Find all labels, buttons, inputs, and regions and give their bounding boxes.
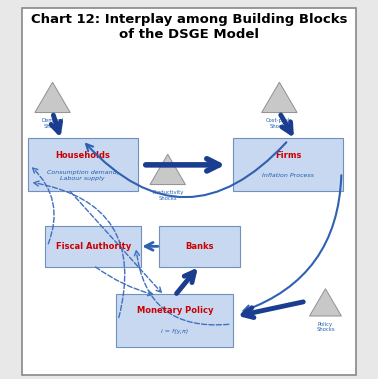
Text: Banks: Banks bbox=[185, 242, 214, 251]
FancyBboxPatch shape bbox=[22, 8, 356, 375]
FancyBboxPatch shape bbox=[159, 226, 240, 267]
Polygon shape bbox=[310, 289, 341, 316]
Text: Cost-push
Shocks: Cost-push Shocks bbox=[266, 118, 293, 129]
Text: Chart 12: Interplay among Building Blocks: Chart 12: Interplay among Building Block… bbox=[31, 13, 347, 26]
FancyBboxPatch shape bbox=[28, 138, 138, 191]
Text: Fiscal Authority: Fiscal Authority bbox=[56, 242, 131, 251]
Polygon shape bbox=[150, 154, 186, 185]
FancyBboxPatch shape bbox=[233, 138, 343, 191]
Text: of the DSGE Model: of the DSGE Model bbox=[119, 28, 259, 41]
Polygon shape bbox=[35, 82, 70, 113]
Polygon shape bbox=[262, 82, 297, 113]
Text: i = f(y,π): i = f(y,π) bbox=[161, 329, 189, 334]
FancyBboxPatch shape bbox=[116, 294, 233, 347]
Text: Inflation Process: Inflation Process bbox=[262, 173, 314, 178]
Text: Productivity
Shocks: Productivity Shocks bbox=[152, 190, 183, 201]
FancyBboxPatch shape bbox=[45, 226, 141, 267]
Text: Firms: Firms bbox=[275, 150, 301, 160]
Text: Monetary Policy: Monetary Policy bbox=[136, 306, 213, 315]
Text: Consumption demand,
Labour supply: Consumption demand, Labour supply bbox=[47, 170, 118, 181]
Text: Demand
Shocks: Demand Shocks bbox=[41, 118, 64, 129]
Text: Households: Households bbox=[55, 150, 110, 160]
Text: Policy
Shocks: Policy Shocks bbox=[316, 322, 335, 332]
